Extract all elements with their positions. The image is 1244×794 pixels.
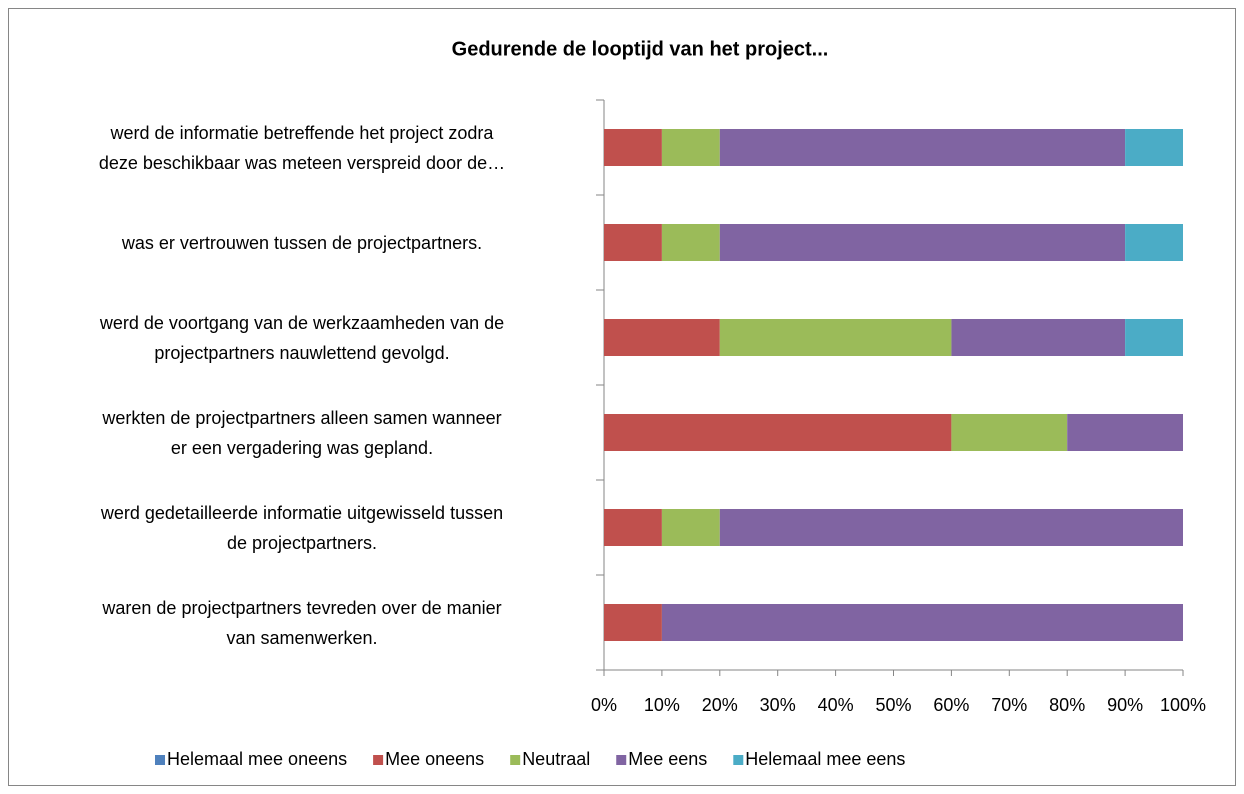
legend-label: Mee oneens [385, 749, 484, 769]
bar-segment [719, 319, 952, 356]
x-tick-label: 40% [818, 695, 854, 715]
category-label: werd de informatie betreffende het proje… [98, 122, 506, 173]
bar-segment [951, 414, 1068, 451]
bar-segment [951, 319, 1126, 356]
legend-swatch [616, 755, 627, 765]
x-tick-label: 70% [991, 695, 1027, 715]
x-tick-label: 20% [702, 695, 738, 715]
x-tick-label: 90% [1107, 695, 1143, 715]
bar-segment [661, 129, 720, 166]
x-tick-label: 30% [760, 695, 796, 715]
bar-segment [1125, 319, 1183, 356]
category-label: werd gedetailleerde informatie uitgewiss… [100, 502, 504, 553]
bar-segment [604, 414, 952, 451]
bar-segment [604, 509, 662, 546]
bar-segment [604, 224, 662, 261]
legend-swatch [155, 755, 165, 765]
bar-segment [661, 224, 720, 261]
category-label: was er vertrouwen tussen de projectpartn… [121, 232, 483, 253]
bar-segment [719, 509, 1183, 546]
x-tick-label: 10% [644, 695, 680, 715]
legend-label: Mee eens [628, 749, 707, 769]
bar-segment [604, 319, 720, 356]
bar-segment [719, 129, 1126, 166]
category-label: werd de voortgang van de werkzaamheden v… [99, 312, 505, 363]
legend-label: Helemaal mee oneens [167, 749, 347, 769]
bar-segment [1125, 129, 1183, 166]
bar-segment [661, 509, 720, 546]
legend-swatch [373, 755, 384, 765]
chart-title: Gedurende de looptijd van het project... [452, 38, 829, 60]
x-tick-label: 80% [1049, 695, 1085, 715]
x-tick-label: 100% [1160, 695, 1206, 715]
bar-segment [604, 604, 662, 641]
legend-label: Neutraal [522, 749, 590, 769]
category-label: waren de projectpartners tevreden over d… [102, 597, 502, 648]
category-label: werkten de projectpartners alleen samen … [102, 407, 502, 458]
bar-segment [1125, 224, 1183, 261]
bar-segment [1067, 414, 1183, 451]
bar-segment [661, 604, 1183, 641]
legend-swatch [733, 755, 744, 765]
bar-segment [719, 224, 1126, 261]
x-tick-label: 0% [591, 695, 617, 715]
bar-segment [604, 129, 662, 166]
x-tick-label: 50% [875, 695, 911, 715]
legend-swatch [510, 755, 521, 765]
legend-label: Helemaal mee eens [745, 749, 905, 769]
x-tick-label: 60% [933, 695, 969, 715]
